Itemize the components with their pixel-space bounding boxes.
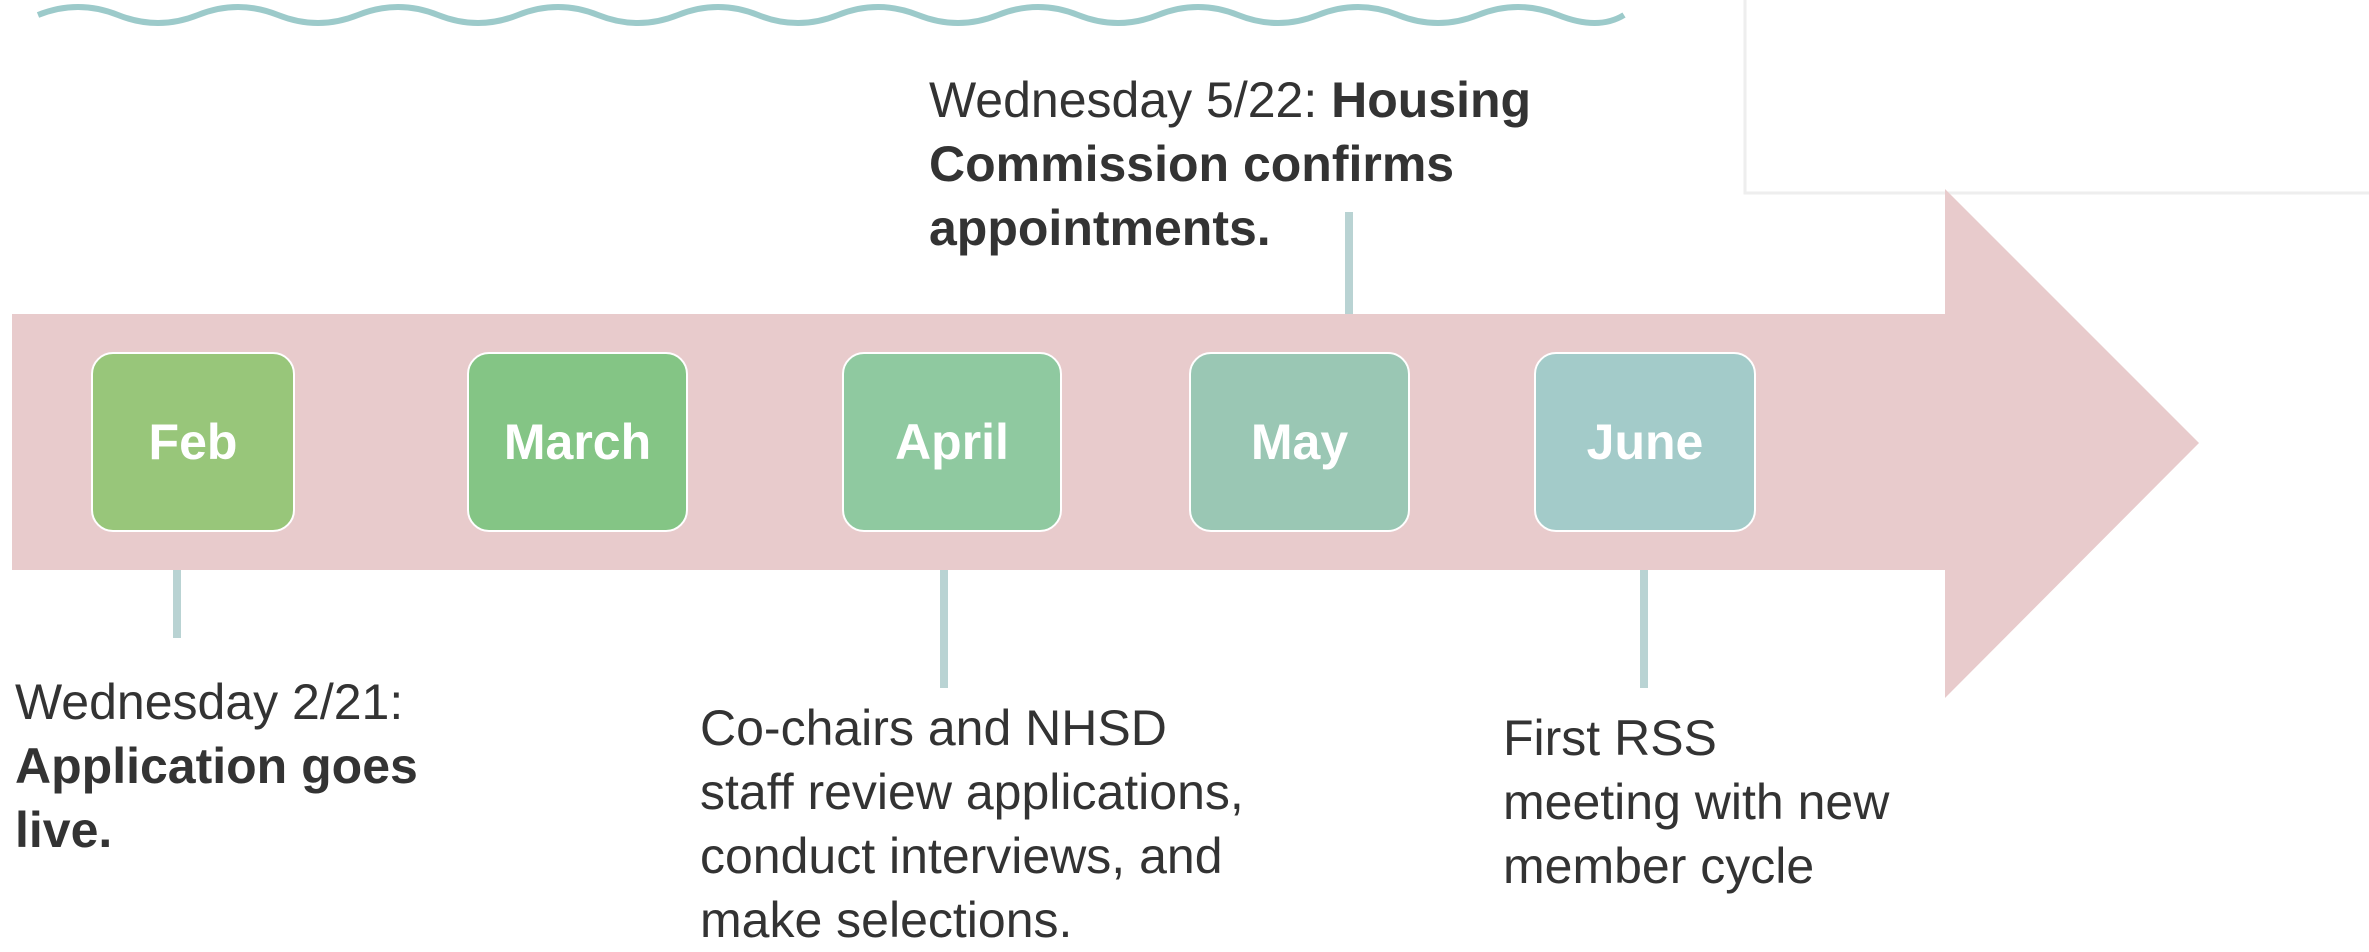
- event-line: First RSS: [1503, 706, 1889, 770]
- month-box: April: [842, 352, 1062, 532]
- event-text: First RSS meeting with new member cycle: [1503, 706, 1889, 898]
- event-line: conduct interviews, and: [700, 824, 1244, 888]
- month-box: May: [1189, 352, 1410, 532]
- event-line: appointments.: [929, 196, 1531, 260]
- wavy-line: [36, 4, 1626, 26]
- event-line: Application goes: [15, 734, 418, 798]
- event-segment: Application goes: [15, 738, 418, 794]
- timeline-arrow: [12, 189, 2199, 698]
- event-segment: Wednesday 2/21:: [15, 674, 404, 730]
- event-line: meeting with new: [1503, 770, 1889, 834]
- event-segment: Co-chairs and NHSD: [700, 700, 1167, 756]
- event-segment: live.: [15, 802, 113, 858]
- event-line: member cycle: [1503, 834, 1889, 898]
- event-line: Co-chairs and NHSD: [700, 696, 1244, 760]
- event-segment: Wednesday 5/22:: [929, 72, 1332, 128]
- note-box: [1743, 0, 2369, 195]
- month-box: Feb: [91, 352, 295, 532]
- event-segment: appointments.: [929, 200, 1271, 256]
- event-segment: meeting with new: [1503, 774, 1890, 830]
- event-segment: First RSS: [1503, 710, 1717, 766]
- event-line: staff review applications,: [700, 760, 1244, 824]
- month-box: March: [467, 352, 688, 532]
- event-line: make selections.: [700, 888, 1244, 952]
- event-text: Wednesday 2/21: Application goes live.: [15, 670, 418, 862]
- event-line: Commission confirms: [929, 132, 1531, 196]
- event-segment: Housing: [1331, 72, 1532, 128]
- event-line: Wednesday 2/21:: [15, 670, 418, 734]
- event-line: Wednesday 5/22: Housing: [929, 68, 1531, 132]
- event-segment: staff review applications,: [700, 764, 1244, 820]
- event-segment: conduct interviews, and: [700, 828, 1223, 884]
- event-text: Wednesday 5/22: Housing Commission confir…: [929, 68, 1531, 260]
- event-text: Co-chairs and NHSD staff review applicati…: [700, 696, 1244, 952]
- event-segment: make selections.: [700, 892, 1073, 948]
- event-line: live.: [15, 798, 418, 862]
- event-segment: Commission confirms: [929, 136, 1455, 192]
- month-box: June: [1534, 352, 1756, 532]
- event-segment: member cycle: [1503, 838, 1815, 894]
